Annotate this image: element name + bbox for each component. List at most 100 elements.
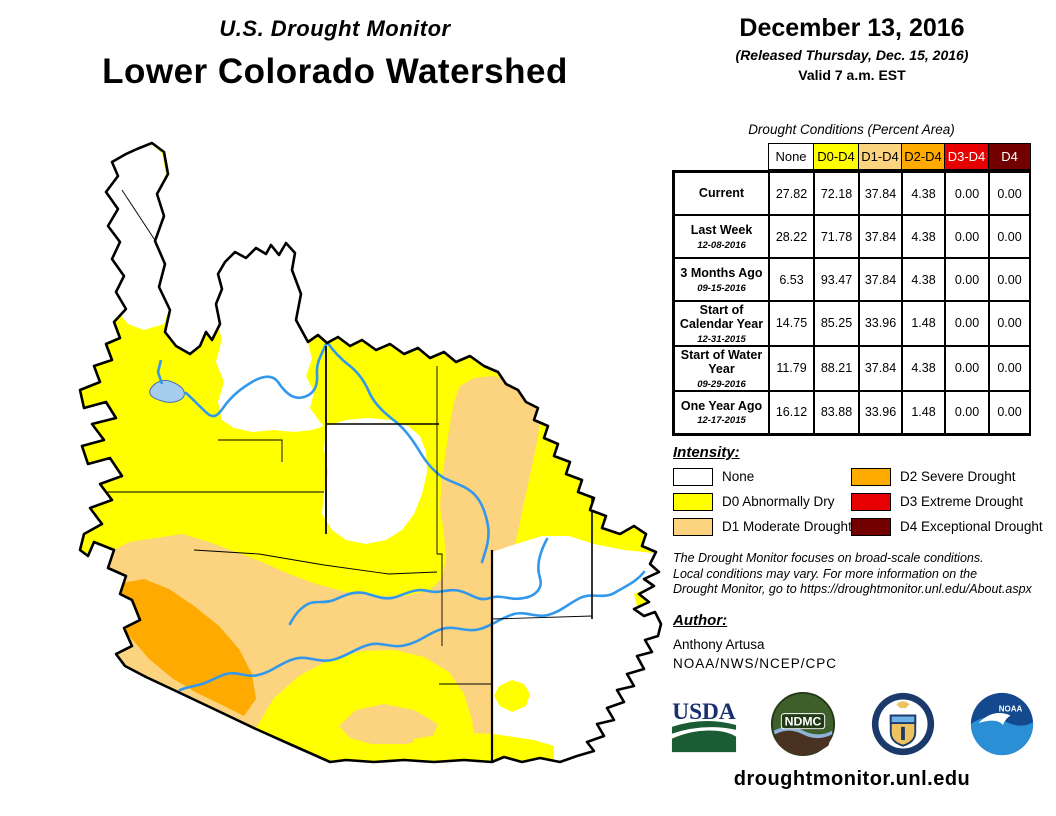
release-date: (Released Thursday, Dec. 15, 2016): [735, 47, 969, 63]
table-row: Start of Calendar Year 12-31-2015 14.75 85.…: [674, 301, 1030, 346]
value-cell: 0.00: [989, 345, 1030, 391]
legend-item-none: None: [673, 467, 852, 486]
row-label-cell: 3 Months Ago 09-15-2016: [674, 258, 769, 301]
table-row: Current 27.82 72.18 37.84 4.38 0.00 0.00: [674, 172, 1030, 215]
value-cell: 33.96: [859, 301, 902, 346]
lake-mead: [149, 379, 185, 403]
value-cell: 0.00: [989, 301, 1030, 346]
virgin-river-arm: [156, 359, 164, 385]
legend-label: None: [722, 469, 755, 484]
row-label-cell: Start of Water Year 09-29-2016: [674, 345, 769, 391]
value-cell: 4.38: [902, 172, 945, 215]
value-cell: 0.00: [945, 172, 989, 215]
column-header-d3-d4: D3-D4: [944, 143, 989, 170]
value-cell: 0.00: [989, 172, 1030, 215]
legend-swatch-d1: [673, 517, 713, 536]
gila-river: [178, 570, 646, 692]
value-cell: 4.38: [902, 258, 945, 301]
header: U.S. Drought Monitor Lower Colorado Wate…: [30, 16, 640, 92]
usda-logo: USDA: [668, 688, 740, 760]
legend-item-d2: D2 Severe Drought: [851, 467, 1043, 486]
county-lines: [90, 189, 593, 761]
author-org: NOAA/NWS/NCEP/CPC: [673, 656, 838, 671]
colorado-river: [184, 340, 329, 418]
value-cell: 37.84: [859, 172, 902, 215]
table-row: Last Week 12-08-2016 28.22 71.78 37.84 4.38 0.…: [674, 215, 1030, 258]
report-supertitle: U.S. Drought Monitor: [219, 16, 451, 41]
drought-monitor-url: droughtmonitor.unl.edu: [733, 768, 971, 790]
value-cell: 11.79: [769, 345, 814, 391]
map-region-none-north-sliver: [214, 243, 324, 432]
agency-logos: USDA NDMC: [668, 688, 1038, 760]
row-label: Current: [698, 186, 745, 201]
legend-column-1: None D0 Abnormally Dry D1 Moderate Drought: [673, 467, 852, 542]
row-date: 12-31-2015: [697, 333, 746, 345]
page-title: Lower Colorado Watershed: [102, 52, 568, 91]
legend-item-d0: D0 Abnormally Dry: [673, 492, 852, 511]
legend-heading: Intensity:: [673, 444, 740, 461]
legend-item-d3: D3 Extreme Drought: [851, 492, 1043, 511]
value-cell: 28.22: [769, 215, 814, 258]
map-region-d1-island: [339, 704, 438, 744]
value-cell: 37.84: [859, 258, 902, 301]
table-row: Start of Water Year 09-29-2016 11.79 88.21 3…: [674, 345, 1030, 391]
value-cell: 71.78: [814, 215, 859, 258]
value-cell: 16.12: [769, 390, 814, 434]
row-label: Start of Calendar Year: [679, 303, 764, 332]
noaa-logo-text: NOAA: [999, 705, 1023, 714]
value-cell: 4.38: [902, 345, 945, 391]
row-date: 09-29-2016: [697, 378, 746, 390]
legend-item-d1: D1 Moderate Drought: [673, 517, 852, 536]
map-region-none-central-pocket: [322, 418, 427, 544]
row-date: 12-17-2015: [697, 415, 746, 427]
value-cell: 0.00: [945, 301, 989, 346]
value-cell: 93.47: [814, 258, 859, 301]
value-cell: 33.96: [859, 390, 902, 434]
author-heading: Author:: [673, 612, 728, 629]
column-header-d2-d4: D2-D4: [901, 143, 945, 170]
drought-map: [70, 130, 676, 807]
usda-logo-text: USDA: [672, 699, 736, 725]
noaa-logo: NOAA: [966, 688, 1038, 760]
drought-conditions-table: None D0-D4 D1-D4 D2-D4 D3-D4 D4 Current 27.82 7…: [672, 143, 1031, 436]
legend-swatch-none: [673, 467, 713, 486]
value-cell: 0.00: [989, 215, 1030, 258]
watershed-map-graphic: [78, 141, 663, 764]
salt-river: [288, 537, 549, 626]
value-cell: 0.00: [945, 258, 989, 301]
value-cell: 72.18: [814, 172, 859, 215]
value-cell: 0.00: [945, 215, 989, 258]
author-name: Anthony Artusa: [673, 637, 765, 652]
table-caption: Drought Conditions (Percent Area): [748, 122, 955, 137]
value-cell: 88.21: [814, 345, 859, 391]
value-cell: 0.00: [945, 345, 989, 391]
table-row: One Year Ago 12-17-2015 16.12 83.88 33.96 1.4…: [674, 390, 1030, 434]
row-date: 12-08-2016: [697, 239, 746, 251]
valid-time: Valid 7 a.m. EST: [798, 67, 906, 83]
watershed-boundary: [78, 141, 663, 764]
value-cell: 83.88: [814, 390, 859, 434]
column-header-d1-d4: D1-D4: [858, 143, 902, 170]
value-cell: 14.75: [769, 301, 814, 346]
row-label-cell: One Year Ago 12-17-2015: [674, 390, 769, 434]
ndmc-logo: NDMC: [767, 688, 839, 760]
value-cell: 37.84: [859, 215, 902, 258]
value-cell: 37.84: [859, 345, 902, 391]
little-colorado-river: [325, 340, 490, 564]
legend-swatch-d0: [673, 492, 713, 511]
column-header-d0-d4: D0-D4: [813, 143, 859, 170]
map-region-d0-se-patch: [494, 680, 530, 712]
row-label-cell: Last Week 12-08-2016: [674, 215, 769, 258]
column-header-none: None: [768, 143, 814, 170]
disclaimer-line: Local conditions may vary. For more info…: [673, 566, 978, 581]
value-cell: 0.00: [989, 390, 1030, 434]
table-body: Current 27.82 72.18 37.84 4.38 0.00 0.00 Last W…: [672, 170, 1031, 436]
column-header-d4: D4: [988, 143, 1031, 170]
row-label: Start of Water Year: [680, 347, 763, 377]
row-label: One Year Ago: [680, 398, 763, 413]
map-region-none-nw-lobe: [106, 144, 169, 330]
ndmc-logo-text: NDMC: [785, 714, 822, 728]
row-label-cell: Start of Calendar Year 12-31-2015: [674, 301, 769, 346]
legend-label: D2 Severe Drought: [900, 469, 1016, 484]
